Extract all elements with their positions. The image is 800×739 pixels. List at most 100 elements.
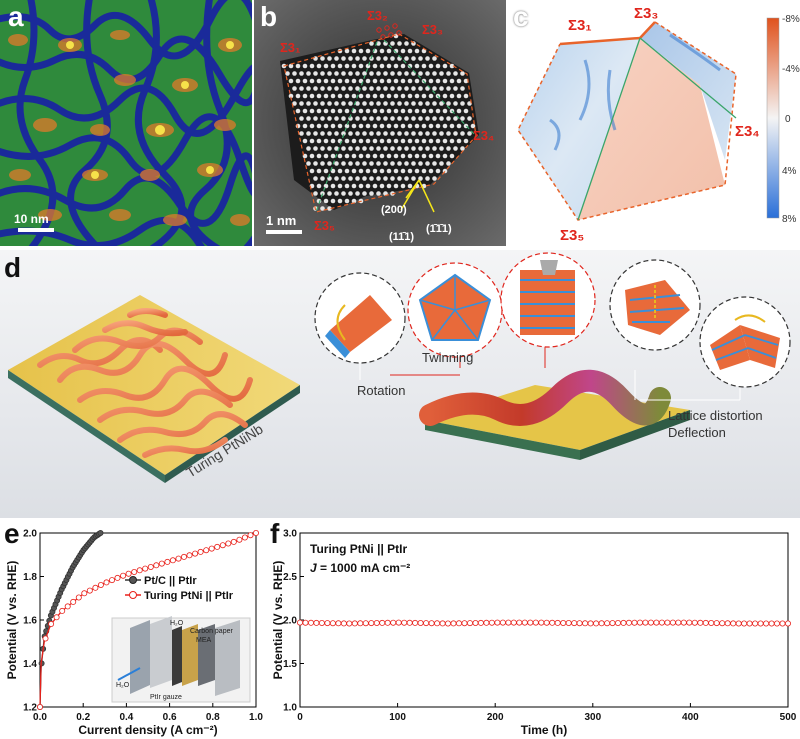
series-point — [109, 577, 116, 584]
atom-column — [379, 78, 385, 84]
atom-column — [425, 101, 430, 106]
panel-d-illustration: Turing PtNiNb Twinning Rotation Lattice … — [8, 252, 791, 483]
atom-column — [323, 138, 329, 144]
y-tick-label: 1.6 — [23, 616, 37, 627]
atom-column — [449, 63, 455, 69]
atom-column — [299, 101, 304, 106]
atom-column — [369, 41, 374, 46]
atom-column — [439, 146, 444, 151]
series-point — [675, 619, 682, 626]
atom-column — [376, 116, 381, 121]
atom-column — [330, 123, 336, 129]
atom-column — [355, 86, 360, 91]
series-point — [97, 529, 104, 536]
atom-column — [397, 41, 402, 46]
atom-column — [390, 71, 395, 76]
label-deflection: Deflection — [668, 425, 726, 440]
atom-column — [351, 183, 357, 189]
series-point — [142, 565, 149, 572]
atom-column — [383, 101, 388, 106]
atom-column — [327, 131, 332, 136]
twin-atom-marker — [380, 34, 386, 40]
atom-column — [365, 183, 371, 189]
atom-column — [397, 131, 402, 136]
series-point — [241, 534, 248, 541]
scalebar-a-label: 10 nm — [14, 212, 49, 226]
atom-column — [323, 123, 329, 129]
atom-column — [407, 63, 413, 69]
series-point — [219, 542, 226, 549]
atom-column — [348, 56, 353, 61]
series-point — [527, 619, 534, 626]
atom-column — [407, 93, 413, 99]
atom-column — [418, 176, 423, 181]
atom-column — [393, 78, 399, 84]
plane-200: (200) — [381, 204, 407, 216]
atom-column — [421, 123, 427, 129]
atom-column — [376, 146, 381, 151]
panel-d-schematic: Turing PtNiNb Twinning Rotation Lattice … — [0, 250, 800, 518]
atom-column — [309, 108, 315, 114]
inset-ptir-gauze: PtIr gauze — [150, 694, 182, 701]
atom-column — [320, 101, 325, 106]
atom-column — [404, 41, 409, 46]
atom-column — [418, 71, 423, 76]
series-point — [136, 567, 143, 574]
series-point — [230, 538, 237, 545]
atom-column — [460, 131, 465, 136]
atom-column — [432, 146, 437, 151]
atom-column — [341, 176, 346, 181]
atom-column — [407, 123, 413, 129]
atom-column — [348, 86, 353, 91]
atom-column — [362, 101, 367, 106]
atom-column — [425, 116, 430, 121]
series-point — [680, 619, 687, 626]
atom-column — [302, 138, 308, 144]
atom-column — [470, 123, 476, 129]
atom-column — [442, 108, 448, 114]
atom-column — [355, 161, 360, 166]
atom-column — [330, 78, 336, 84]
atom-column — [309, 123, 315, 129]
series-point — [549, 619, 556, 626]
series-point — [197, 548, 204, 555]
atom-column — [428, 78, 434, 84]
atom-column — [320, 116, 325, 121]
series-point — [614, 620, 621, 627]
particle-outline — [283, 33, 477, 213]
atom-column — [372, 108, 378, 114]
atom-column — [351, 48, 357, 54]
atom-column — [439, 86, 444, 91]
atom-column — [330, 168, 336, 174]
atom-column — [414, 138, 420, 144]
series-point — [560, 620, 567, 627]
atom-column — [407, 153, 413, 159]
colorbar-tick-3: 4% — [782, 166, 797, 177]
atom-column — [446, 161, 451, 166]
atom-column — [425, 71, 430, 76]
series-point — [741, 620, 748, 627]
plane-pointer-2 — [418, 179, 435, 213]
atom-column — [299, 116, 304, 121]
series-point — [247, 532, 254, 539]
atom-column — [453, 146, 458, 151]
series-point — [444, 620, 451, 627]
series-point — [439, 620, 446, 627]
atom-column — [299, 131, 304, 136]
atom-column — [316, 168, 322, 174]
panel-b-haadf-stem: Σ3₁ Σ3₂ Σ3₃ Σ3₄ Σ3₅ (200) (11̄1) (1̄1̄1)… — [254, 0, 506, 246]
atom-column — [404, 176, 409, 181]
atom-column — [358, 93, 364, 99]
atom-column — [397, 176, 402, 181]
atom-column — [463, 78, 469, 84]
atom-column — [407, 108, 413, 114]
chart-f-axes: 0 100 200 300 400 500 1.0 1.5 2.0 2.5 3.0 — [283, 529, 797, 724]
chart-f: 0 100 200 300 400 500 1.0 1.5 2.0 2.5 3.0 Turing P… — [271, 529, 797, 738]
atom-column — [362, 161, 367, 166]
atom-column — [400, 48, 406, 54]
atom-column — [306, 146, 311, 151]
atom-column — [327, 206, 332, 211]
atom-column — [400, 168, 406, 174]
atom-column — [414, 78, 420, 84]
series-point — [686, 619, 693, 626]
